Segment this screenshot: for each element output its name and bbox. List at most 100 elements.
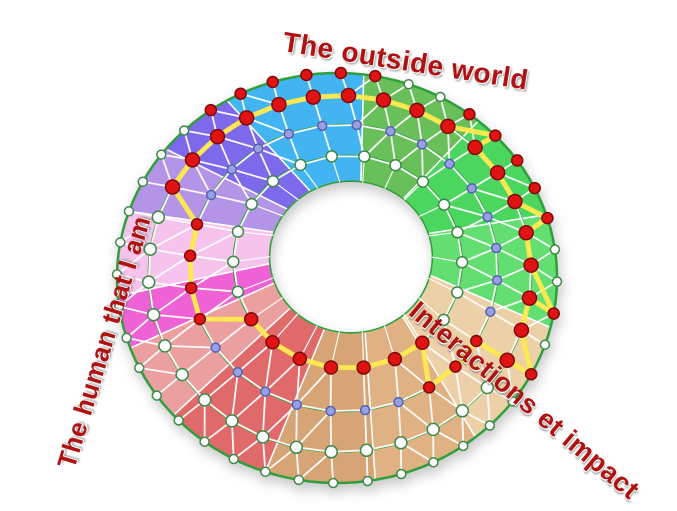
milestone-node[interactable] bbox=[437, 198, 451, 211]
milestone-node[interactable] bbox=[389, 158, 402, 172]
milestone-node-highlighted[interactable] bbox=[422, 381, 436, 394]
milestone-node[interactable] bbox=[113, 301, 125, 312]
milestone-node-highlighted[interactable] bbox=[375, 92, 392, 108]
milestone-node-highlighted[interactable] bbox=[238, 110, 255, 126]
milestone-node-highlighted[interactable] bbox=[193, 312, 207, 326]
milestone-node-highlighted[interactable] bbox=[499, 352, 515, 369]
milestone-node[interactable] bbox=[451, 226, 464, 239]
milestone-node[interactable] bbox=[539, 339, 551, 350]
milestone-node[interactable] bbox=[359, 443, 374, 458]
milestone-node[interactable] bbox=[480, 380, 495, 395]
milestone-node[interactable] bbox=[426, 422, 440, 437]
milestone-node[interactable] bbox=[416, 139, 428, 150]
milestone-node[interactable] bbox=[403, 78, 414, 90]
milestone-node-highlighted[interactable] bbox=[489, 129, 502, 142]
milestone-node[interactable] bbox=[143, 242, 158, 256]
milestone-node-highlighted[interactable] bbox=[528, 181, 541, 195]
milestone-node-highlighted[interactable] bbox=[541, 211, 554, 225]
milestone-node[interactable] bbox=[283, 128, 295, 140]
milestone-node[interactable] bbox=[175, 367, 189, 382]
milestone-node[interactable] bbox=[490, 242, 502, 254]
milestone-node-highlighted[interactable] bbox=[387, 351, 403, 367]
milestone-node-highlighted[interactable] bbox=[265, 335, 280, 350]
milestone-node[interactable] bbox=[482, 211, 493, 223]
milestone-node[interactable] bbox=[141, 275, 156, 289]
milestone-node[interactable] bbox=[551, 276, 563, 287]
milestone-node[interactable] bbox=[358, 150, 371, 163]
milestone-node[interactable] bbox=[466, 183, 478, 194]
milestone-node[interactable] bbox=[225, 414, 239, 428]
milestone-node-highlighted[interactable] bbox=[266, 75, 279, 89]
milestone-node[interactable] bbox=[455, 404, 470, 418]
milestone-node[interactable] bbox=[507, 396, 518, 407]
milestone-node[interactable] bbox=[111, 269, 123, 280]
milestone-node-highlighted[interactable] bbox=[467, 139, 483, 156]
milestone-node[interactable] bbox=[115, 237, 126, 248]
milestone-node[interactable] bbox=[137, 176, 149, 188]
milestone-node-highlighted[interactable] bbox=[184, 281, 198, 295]
milestone-node-highlighted[interactable] bbox=[513, 322, 530, 338]
milestone-node-highlighted[interactable] bbox=[292, 351, 308, 367]
milestone-node[interactable] bbox=[385, 126, 396, 137]
milestone-node-highlighted[interactable] bbox=[415, 335, 430, 351]
milestone-node[interactable] bbox=[146, 307, 161, 322]
milestone-node[interactable] bbox=[435, 91, 446, 103]
milestone-node[interactable] bbox=[158, 339, 172, 353]
milestone-node[interactable] bbox=[324, 445, 338, 459]
milestone-node[interactable] bbox=[428, 457, 439, 468]
milestone-node-highlighted[interactable] bbox=[524, 367, 538, 381]
milestone-node[interactable] bbox=[416, 175, 430, 188]
milestone-node[interactable] bbox=[444, 158, 455, 170]
milestone-node[interactable] bbox=[151, 210, 166, 224]
milestone-node[interactable] bbox=[294, 158, 307, 172]
milestone-node[interactable] bbox=[549, 244, 561, 255]
milestone-node-highlighted[interactable] bbox=[340, 87, 357, 104]
milestone-node[interactable] bbox=[260, 386, 271, 397]
milestone-node[interactable] bbox=[260, 466, 271, 478]
milestone-node-highlighted[interactable] bbox=[204, 103, 218, 117]
milestone-node[interactable] bbox=[289, 440, 304, 455]
milestone-node[interactable] bbox=[205, 189, 217, 201]
milestone-node[interactable] bbox=[396, 468, 407, 480]
milestone-node-highlighted[interactable] bbox=[356, 360, 371, 375]
milestone-node[interactable] bbox=[457, 440, 469, 452]
milestone-node[interactable] bbox=[484, 420, 496, 431]
milestone-node-highlighted[interactable] bbox=[243, 312, 259, 327]
milestone-node-highlighted[interactable] bbox=[190, 218, 204, 231]
milestone-node[interactable] bbox=[227, 255, 240, 268]
milestone-node-highlighted[interactable] bbox=[368, 69, 382, 83]
milestone-node-highlighted[interactable] bbox=[489, 164, 506, 181]
milestone-node[interactable] bbox=[393, 396, 404, 408]
milestone-node[interactable] bbox=[266, 174, 280, 188]
milestone-node[interactable] bbox=[394, 435, 408, 450]
milestone-node[interactable] bbox=[293, 474, 305, 486]
milestone-node[interactable] bbox=[327, 477, 339, 489]
milestone-node[interactable] bbox=[252, 143, 264, 154]
milestone-node-highlighted[interactable] bbox=[510, 154, 524, 167]
milestone-node-highlighted[interactable] bbox=[334, 66, 348, 80]
milestone-node[interactable] bbox=[151, 390, 163, 401]
milestone-node-highlighted[interactable] bbox=[470, 334, 483, 348]
milestone-node-highlighted[interactable] bbox=[183, 249, 197, 263]
milestone-node-highlighted[interactable] bbox=[523, 257, 539, 273]
milestone-node[interactable] bbox=[455, 256, 469, 269]
milestone-node-highlighted[interactable] bbox=[521, 290, 538, 306]
milestone-node[interactable] bbox=[197, 393, 212, 407]
milestone-node-highlighted[interactable] bbox=[440, 118, 456, 135]
milestone-node[interactable] bbox=[228, 453, 239, 465]
milestone-node-highlighted[interactable] bbox=[271, 96, 287, 113]
milestone-node-highlighted[interactable] bbox=[323, 360, 339, 375]
milestone-node-highlighted[interactable] bbox=[234, 87, 247, 100]
milestone-node[interactable] bbox=[351, 119, 362, 131]
milestone-node-highlighted[interactable] bbox=[518, 224, 534, 241]
milestone-node-highlighted[interactable] bbox=[209, 128, 226, 145]
milestone-node[interactable] bbox=[134, 362, 145, 374]
milestone-node[interactable] bbox=[199, 436, 210, 447]
milestone-node-highlighted[interactable] bbox=[305, 89, 322, 105]
milestone-node[interactable] bbox=[156, 149, 167, 160]
milestone-node[interactable] bbox=[485, 306, 496, 317]
milestone-node[interactable] bbox=[178, 125, 190, 136]
milestone-node-highlighted[interactable] bbox=[547, 307, 560, 320]
milestone-node[interactable] bbox=[123, 206, 135, 217]
milestone-node[interactable] bbox=[210, 342, 221, 353]
